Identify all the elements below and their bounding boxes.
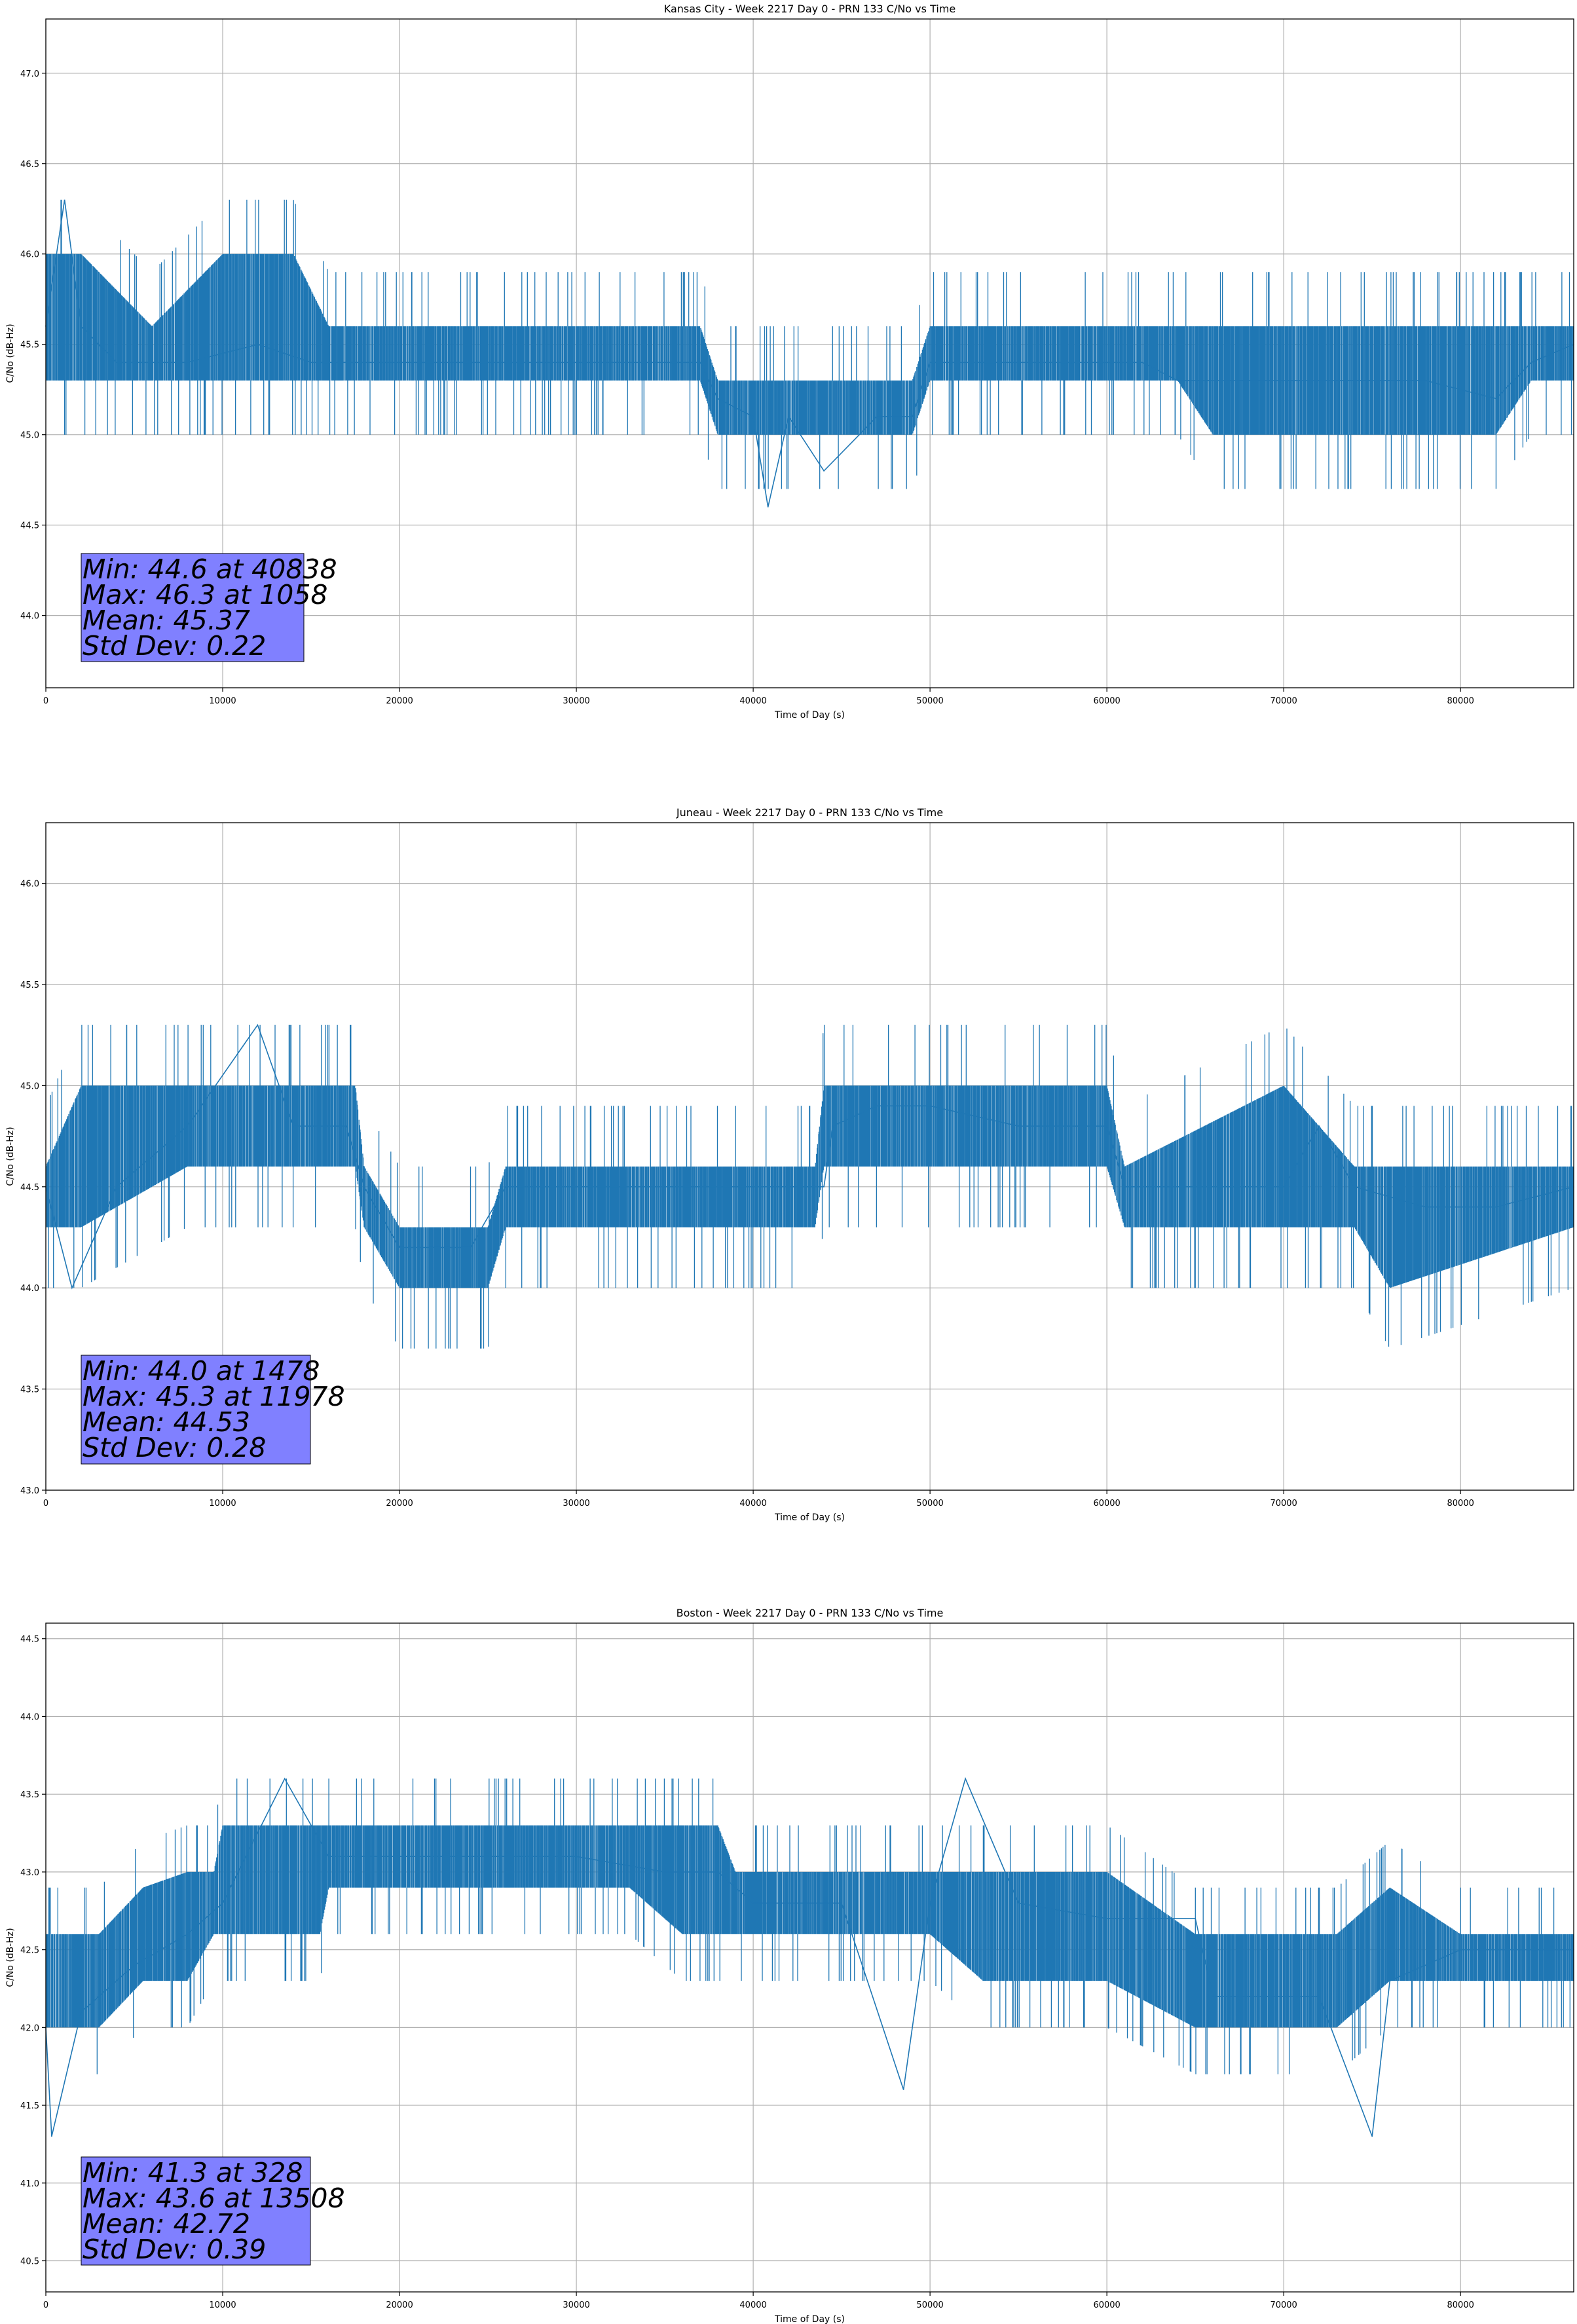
x-tick-label: 20000 (386, 2300, 413, 2310)
y-tick-label: 47.0 (20, 69, 39, 79)
stats-line: Min: 44.0 at 1478 (83, 1355, 320, 1387)
chart-2: 0 10000 20000 30000 40000 50000 60000 70000 8000… (5, 806, 1574, 1523)
stats-line: Max: 46.3 at 1058 (83, 579, 328, 610)
y-axis-label: C/No (dB-Hz) (5, 324, 16, 383)
charts: 0 10000 20000 30000 40000 50000 60000 70000 8000… (5, 3, 1574, 2324)
x-tick-label: 20000 (386, 1499, 413, 1509)
stats-line: Mean: 45.37 (83, 605, 250, 636)
y-tick-label: 41.0 (20, 2179, 39, 2189)
x-tick-label: 70000 (1270, 1499, 1297, 1509)
x-tick-label: 30000 (563, 696, 589, 706)
y-tick-label: 41.5 (20, 2101, 39, 2111)
x-tick-label: 20000 (386, 696, 413, 706)
y-tick-label: 46.0 (20, 880, 39, 890)
y-tick-label: 42.0 (20, 2023, 39, 2033)
chart-title: Boston - Week 2217 Day 0 - PRN 133 C/No … (677, 1607, 944, 1619)
x-axis-label: Time of Day (s) (774, 2314, 845, 2324)
stats-box (81, 1355, 311, 1465)
stats-line: Mean: 44.53 (83, 1406, 250, 1438)
x-tick-label: 70000 (1270, 2300, 1297, 2310)
y-tick-label: 45.5 (20, 341, 39, 350)
plot-frame (45, 1622, 1574, 2293)
x-tick-label: 30000 (563, 2300, 589, 2310)
y-tick-label: 44.0 (20, 1284, 39, 1294)
chart-1: 0 10000 20000 30000 40000 50000 60000 70000 8000… (5, 3, 1574, 721)
x-tick-label: 40000 (739, 696, 766, 706)
plot-frame (45, 18, 1574, 688)
chart-title: Juneau - Week 2217 Day 0 - PRN 133 C/No … (676, 806, 943, 819)
y-tick-label: 40.5 (20, 2257, 39, 2267)
x-tick-label: 80000 (1447, 1499, 1474, 1509)
stats-line: Std Dev: 0.39 (83, 2234, 266, 2265)
y-tick-label: 44.0 (20, 1712, 39, 1722)
x-tick-label: 50000 (916, 2300, 943, 2310)
x-tick-label: 0 (43, 2300, 48, 2310)
y-tick-label: 42.5 (20, 1946, 39, 1956)
y-tick-label: 44.0 (20, 612, 39, 622)
stats-line: Max: 45.3 at 11978 (83, 1381, 345, 1412)
y-axis-label: C/No (dB-Hz) (5, 1928, 16, 1987)
x-tick-label: 10000 (209, 2300, 236, 2310)
chart-title: Kansas City - Week 2217 Day 0 - PRN 133 … (664, 3, 955, 15)
series-line (45, 1777, 1574, 2137)
y-tick-label: 45.0 (20, 431, 39, 441)
series-line (45, 199, 1574, 508)
x-tick-label: 80000 (1447, 696, 1474, 706)
x-tick-label: 80000 (1447, 2300, 1474, 2310)
y-tick-label: 46.0 (20, 250, 39, 260)
y-tick-label: 43.5 (20, 1385, 39, 1395)
x-tick-label: 10000 (209, 696, 236, 706)
plot-frame (45, 822, 1574, 1491)
x-tick-label: 0 (43, 696, 48, 706)
x-tick-label: 60000 (1093, 2300, 1120, 2310)
y-tick-label: 46.5 (20, 160, 39, 170)
x-tick-label: 50000 (916, 1499, 943, 1509)
y-tick-label: 44.5 (20, 1635, 39, 1645)
stats-line: Std Dev: 0.28 (83, 1432, 266, 1463)
stats-line: Std Dev: 0.22 (83, 630, 266, 662)
chart-3: 0 10000 20000 30000 40000 50000 60000 70000 8000… (5, 1607, 1574, 2324)
y-tick-label: 44.5 (20, 521, 39, 531)
series-line (45, 1024, 1574, 1290)
y-tick-label: 44.5 (20, 1183, 39, 1193)
x-tick-label: 0 (43, 1499, 48, 1509)
x-tick-label: 30000 (563, 1499, 589, 1509)
x-tick-label: 70000 (1270, 696, 1297, 706)
stats-line: Min: 44.6 at 40838 (83, 553, 337, 585)
x-tick-label: 60000 (1093, 696, 1120, 706)
stats-line: Min: 41.3 at 328 (83, 2157, 303, 2188)
y-tick-label: 45.5 (20, 981, 39, 990)
x-axis-label: Time of Day (s) (774, 710, 845, 721)
x-tick-label: 60000 (1093, 1499, 1120, 1509)
x-tick-label: 50000 (916, 696, 943, 706)
y-tick-label: 43.5 (20, 1790, 39, 1800)
x-tick-label: 40000 (739, 2300, 766, 2310)
stats-line: Max: 43.6 at 13508 (83, 2183, 345, 2214)
x-tick-label: 10000 (209, 1499, 236, 1509)
y-tick-label: 43.0 (20, 1868, 39, 1878)
y-tick-label: 45.0 (20, 1081, 39, 1091)
stats-box (81, 553, 305, 662)
y-tick-label: 43.0 (20, 1486, 39, 1496)
stats-box (81, 2156, 311, 2266)
y-axis-label: C/No (dB-Hz) (5, 1127, 16, 1186)
x-axis-label: Time of Day (s) (774, 1512, 845, 1523)
stats-line: Mean: 42.72 (83, 2208, 250, 2240)
x-tick-label: 40000 (739, 1499, 766, 1509)
